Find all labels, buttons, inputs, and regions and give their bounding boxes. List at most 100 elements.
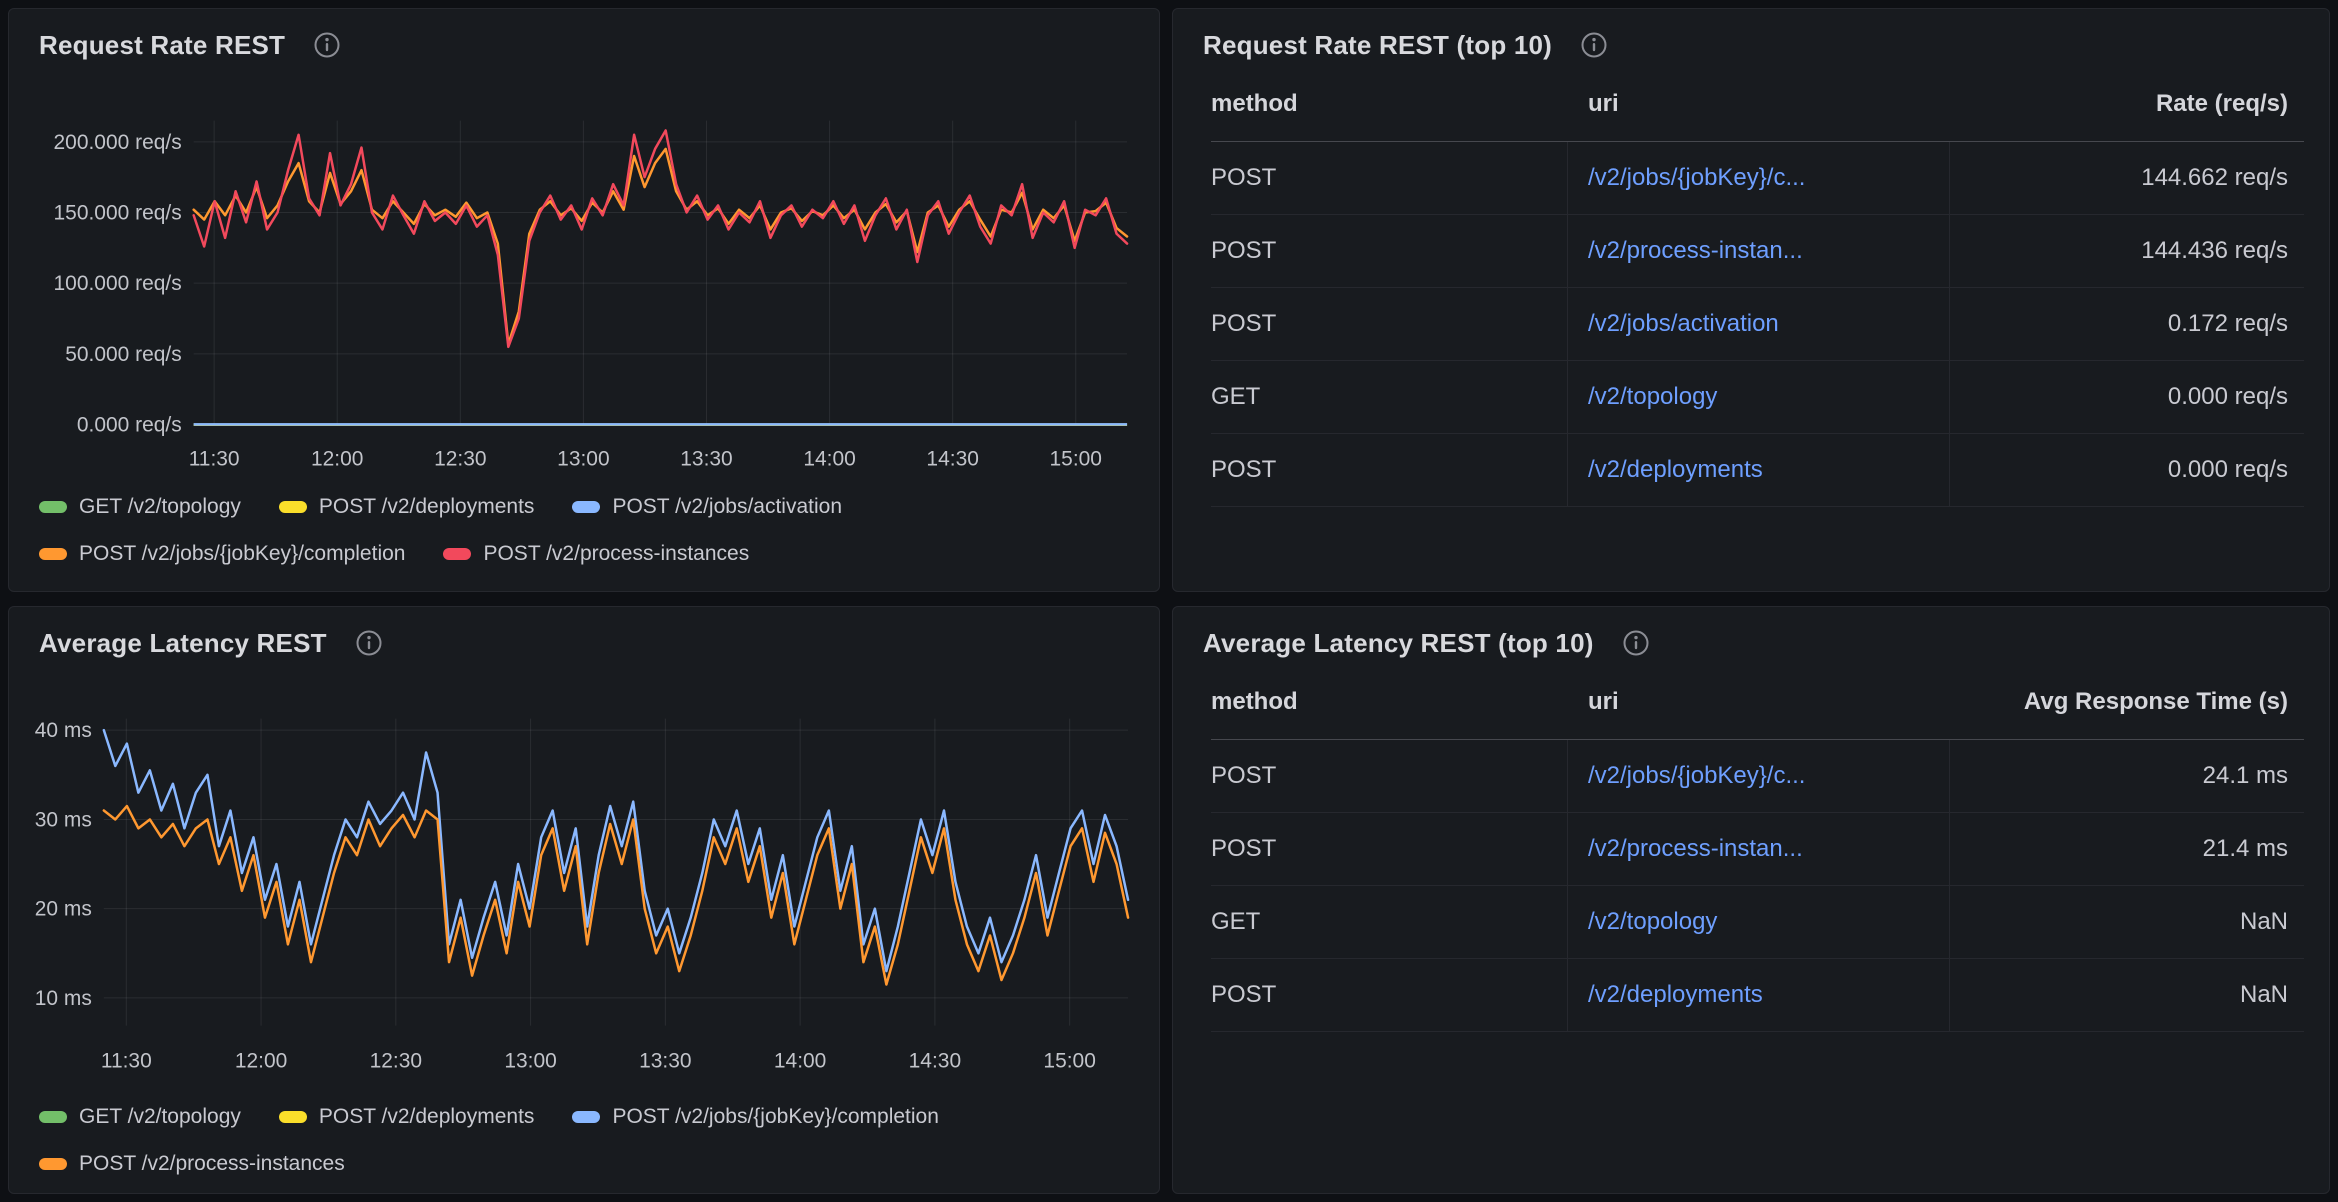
legend-swatch (278, 1110, 307, 1123)
chart-legend: GET /v2/topology POST /v2/deployments POST… (39, 1101, 1151, 1179)
info-icon-glyph (1623, 630, 1649, 656)
panel-title: Request Rate REST (39, 29, 286, 60)
column-header-avg-response-time[interactable]: Avg Response Time (s) (2023, 688, 2288, 715)
legend-item[interactable]: POST /v2/process-instances (443, 538, 749, 569)
svg-text:12:00: 12:00 (235, 1049, 287, 1072)
panel-request-rate-chart: 11:30 12:00 12:30 13:00 13:30 14:00 14:30 15:00… (8, 8, 1160, 592)
svg-text:12:00: 12:00 (311, 447, 363, 470)
cell-uri: /v2/jobs/{jobKey}/c... (1568, 740, 1950, 812)
cell-value: NaN (2239, 908, 2288, 935)
legend-swatch (39, 1110, 67, 1123)
column-header-uri[interactable]: uri (1588, 688, 1619, 715)
legend-label: POST /v2/jobs/{jobKey}/completion (612, 1104, 939, 1128)
uri-link[interactable]: /v2/deployments (1588, 456, 1763, 483)
cell-value: 0.172 req/s (2167, 310, 2288, 337)
info-icon[interactable] (313, 31, 341, 59)
latency-table: method uri Avg Response Time (s) POST/v2… (1211, 665, 2304, 1032)
legend-item[interactable]: POST /v2/deployments (278, 1101, 535, 1132)
legend-item[interactable]: POST /v2/jobs/{jobKey}/completion (39, 538, 405, 569)
cell-uri: /v2/jobs/{jobKey}/c... (1568, 142, 1950, 214)
column-header-rate[interactable]: Rate (req/s) (2155, 90, 2288, 117)
column-header-method[interactable]: method (1211, 688, 1298, 715)
legend-item[interactable]: GET /v2/topology (39, 491, 241, 522)
cell-method: GET (1211, 886, 1568, 958)
uri-link[interactable]: /v2/deployments (1588, 981, 1763, 1008)
cell-uri: /v2/process-instan... (1568, 813, 1950, 885)
column-header-uri[interactable]: uri (1588, 90, 1619, 117)
uri-link[interactable]: /v2/process-instan... (1588, 237, 1803, 264)
svg-text:150.000 req/s: 150.000 req/s (54, 201, 182, 224)
table-row: POST/v2/deployments NaN (1211, 959, 2304, 1032)
legend-label: GET /v2/topology (79, 494, 241, 518)
cell-method: POST (1211, 959, 1568, 1031)
table-row: POST/v2/jobs/activation 0.172 req/s (1211, 288, 2304, 361)
panel-header[interactable]: Request Rate REST (top 10) (1203, 25, 2309, 65)
legend-item[interactable]: POST /v2/jobs/activation (572, 491, 842, 522)
svg-text:40 ms: 40 ms (35, 719, 92, 742)
svg-text:20 ms: 20 ms (35, 898, 92, 921)
uri-link[interactable]: /v2/jobs/activation (1588, 310, 1779, 337)
legend-swatch (278, 500, 307, 513)
cell-method: POST (1211, 215, 1568, 287)
uri-link[interactable]: /v2/topology (1588, 908, 1718, 935)
info-icon-glyph (356, 630, 382, 656)
info-icon-glyph (314, 32, 340, 58)
cell-value: 144.436 req/s (2141, 237, 2288, 264)
request-rate-chart-canvas[interactable]: 11:30 12:00 12:30 13:00 13:30 14:00 14:30 15:00… (9, 9, 1159, 591)
panel-header[interactable]: Request Rate REST (39, 25, 1139, 65)
panel-header[interactable]: Average Latency REST (39, 623, 1139, 663)
svg-text:14:00: 14:00 (774, 1049, 826, 1072)
cell-value: 144.662 req/s (2141, 164, 2288, 191)
legend-label: POST /v2/deployments (318, 1104, 535, 1128)
legend-label: POST /v2/jobs/{jobKey}/completion (79, 541, 406, 565)
cell-method: POST (1211, 434, 1568, 506)
uri-link[interactable]: /v2/topology (1588, 383, 1718, 410)
cell-value: 0.000 req/s (2167, 383, 2288, 410)
cell-uri: /v2/deployments (1568, 434, 1950, 506)
legend-item[interactable]: POST /v2/jobs/{jobKey}/completion (572, 1101, 939, 1132)
table-header-row: method uri Avg Response Time (s) (1211, 665, 2304, 740)
info-icon[interactable] (355, 629, 383, 657)
uri-link[interactable]: /v2/process-instan... (1588, 835, 1803, 862)
table-row: GET/v2/topology NaN (1211, 886, 2304, 959)
column-header-method[interactable]: method (1211, 90, 1298, 117)
info-icon[interactable] (1622, 629, 1650, 657)
svg-text:14:30: 14:30 (909, 1049, 961, 1072)
svg-text:11:30: 11:30 (189, 447, 240, 470)
legend-label: POST /v2/process-instances (79, 1151, 345, 1175)
info-icon[interactable] (1580, 31, 1608, 59)
svg-text:13:00: 13:00 (557, 447, 609, 470)
cell-uri: /v2/jobs/activation (1568, 288, 1950, 360)
panel-request-rate-table: Request Rate REST (top 10) method uri Ra… (1172, 8, 2330, 592)
svg-text:13:30: 13:30 (639, 1049, 691, 1072)
table-row: GET/v2/topology 0.000 req/s (1211, 361, 2304, 434)
chart-legend: GET /v2/topology POST /v2/deployments POST… (39, 491, 1151, 569)
legend-swatch (39, 500, 67, 513)
panel-title: Average Latency REST (top 10) (1203, 627, 1594, 658)
legend-item[interactable]: POST /v2/deployments (278, 491, 534, 522)
cell-value: 24.1 ms (2202, 762, 2288, 789)
cell-value: 0.000 req/s (2167, 456, 2288, 483)
latency-chart-canvas[interactable]: 11:30 12:00 12:30 13:00 13:30 14:00 14:30 15:00… (9, 607, 1159, 1193)
svg-text:10 ms: 10 ms (35, 987, 92, 1010)
svg-text:13:30: 13:30 (680, 447, 732, 470)
uri-link[interactable]: /v2/jobs/{jobKey}/c... (1588, 762, 1806, 789)
info-icon-glyph (1581, 32, 1607, 58)
legend-swatch (39, 547, 67, 560)
panel-header[interactable]: Average Latency REST (top 10) (1203, 623, 2309, 663)
legend-item[interactable]: GET /v2/topology (39, 1101, 241, 1132)
uri-link[interactable]: /v2/jobs/{jobKey}/c... (1588, 164, 1806, 191)
legend-label: POST /v2/jobs/activation (612, 494, 842, 518)
svg-text:30 ms: 30 ms (35, 808, 92, 831)
svg-text:11:30: 11:30 (101, 1049, 152, 1072)
cell-method: POST (1211, 142, 1568, 214)
table-body: POST/v2/jobs/{jobKey}/c... 144.662 req/s P… (1211, 142, 2304, 507)
svg-text:200.000 req/s: 200.000 req/s (54, 131, 182, 154)
svg-text:12:30: 12:30 (434, 447, 486, 470)
table-row: POST/v2/process-instan... 21.4 ms (1211, 813, 2304, 886)
cell-method: POST (1211, 288, 1568, 360)
svg-text:14:30: 14:30 (926, 447, 978, 470)
legend-item[interactable]: POST /v2/process-instances (39, 1148, 345, 1179)
svg-text:0.000 req/s: 0.000 req/s (77, 414, 182, 437)
